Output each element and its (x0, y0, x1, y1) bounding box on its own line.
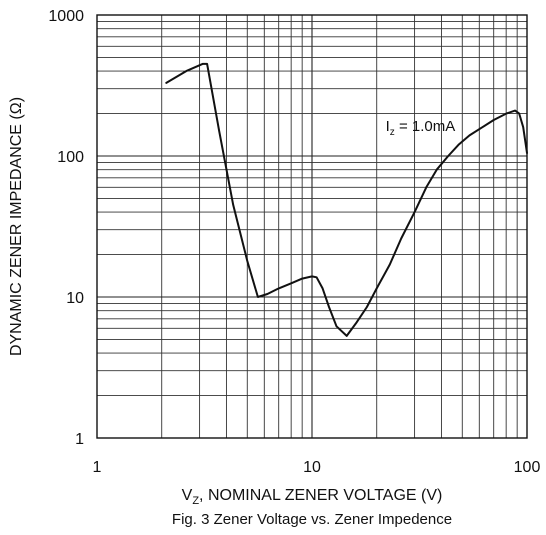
plot-frame (96, 14, 528, 439)
current-annotation: Iz = 1.0mA (386, 118, 456, 138)
annotation-value: = 1.0mA (395, 118, 455, 135)
y-tick-label: 1000 (48, 8, 84, 25)
x-tick-label: 1 (93, 459, 102, 476)
x-tick-label: 10 (303, 459, 321, 476)
annotation-subscript: z (390, 127, 395, 138)
grid (97, 15, 527, 438)
x-axis-title: VZ, NOMINAL ZENER VOLTAGE (V) (182, 487, 443, 507)
y-tick-label: 10 (66, 290, 84, 307)
tick-labels: 1 10 100 1 10 100 1000 (48, 8, 540, 476)
figure-caption: Fig. 3 Zener Voltage vs. Zener Impedence (172, 511, 452, 528)
x-tick-label: 100 (514, 459, 541, 476)
y-axis-title: DYNAMIC ZENER IMPEDANCE (Ω) (8, 97, 25, 356)
impedance-curve (165, 62, 528, 337)
x-axis-title-text: , NOMINAL ZENER VOLTAGE (V) (199, 487, 442, 504)
x-axis-title-subscript: Z (192, 495, 199, 507)
y-tick-label: 1 (75, 431, 84, 448)
annotation-prefix: I (386, 118, 390, 135)
y-tick-label: 100 (57, 149, 84, 166)
